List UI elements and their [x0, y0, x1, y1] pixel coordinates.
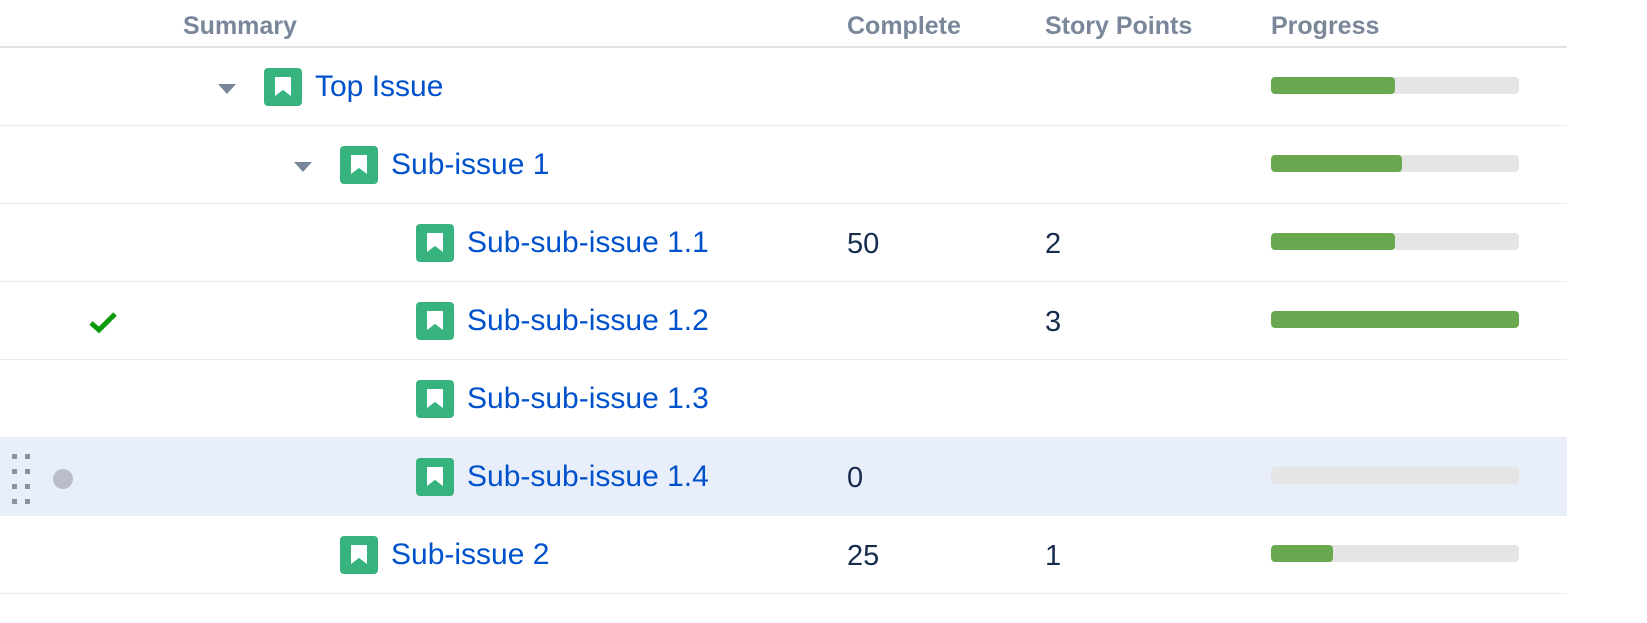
- table-row[interactable]: Sub-issue 2 25 1: [0, 516, 1567, 594]
- progress-bar: [1271, 77, 1519, 94]
- table-row[interactable]: Sub-sub-issue 1.4 0: [0, 438, 1567, 516]
- progress-fill: [1271, 155, 1403, 172]
- table-header: Summary Complete Story Points Progress: [0, 0, 1567, 48]
- issue-title-link[interactable]: Sub-sub-issue 1.1: [467, 226, 709, 259]
- story-bookmark-icon: [416, 224, 454, 262]
- issue-title-link[interactable]: Top Issue: [315, 70, 444, 103]
- done-check-icon: [89, 312, 117, 334]
- story-bookmark-icon: [416, 380, 454, 418]
- progress-bar: [1271, 155, 1519, 172]
- progress-fill: [1271, 311, 1519, 328]
- issue-title-link[interactable]: Sub-issue 1: [391, 148, 550, 181]
- progress-bar: [1271, 467, 1519, 484]
- table-row[interactable]: Sub-issue 1: [0, 126, 1567, 204]
- drag-handle-icon[interactable]: [12, 454, 32, 504]
- table-row[interactable]: Sub-sub-issue 1.1 50 2: [0, 204, 1567, 282]
- story-bookmark-icon: [416, 302, 454, 340]
- story-points-value: 3: [1045, 306, 1062, 338]
- issue-title-link[interactable]: Sub-sub-issue 1.4: [467, 460, 709, 493]
- complete-value: 0: [847, 462, 864, 494]
- column-header-story-points[interactable]: Story Points: [1045, 12, 1193, 40]
- issue-title-link[interactable]: Sub-issue 2: [391, 538, 550, 571]
- complete-value: 25: [847, 540, 880, 572]
- table-row[interactable]: Sub-sub-issue 1.2 3: [0, 282, 1567, 360]
- story-bookmark-icon: [340, 536, 378, 574]
- issue-title-link[interactable]: Sub-sub-issue 1.2: [467, 304, 709, 337]
- collapse-toggle-icon[interactable]: [294, 162, 312, 172]
- story-points-value: 2: [1045, 228, 1062, 260]
- progress-fill: [1271, 77, 1395, 94]
- table-row[interactable]: Top Issue: [0, 48, 1567, 126]
- column-header-complete[interactable]: Complete: [847, 12, 961, 40]
- collapse-toggle-icon[interactable]: [218, 84, 236, 94]
- issue-title-link[interactable]: Sub-sub-issue 1.3: [467, 382, 709, 415]
- column-header-summary[interactable]: Summary: [183, 12, 297, 40]
- progress-bar: [1271, 233, 1519, 250]
- pending-dot-icon: [53, 469, 73, 489]
- story-bookmark-icon: [416, 458, 454, 496]
- story-points-value: 1: [1045, 540, 1062, 572]
- progress-bar: [1271, 311, 1519, 328]
- progress-bar: [1271, 545, 1519, 562]
- column-header-progress[interactable]: Progress: [1271, 12, 1380, 40]
- progress-fill: [1271, 545, 1333, 562]
- story-bookmark-icon: [264, 68, 302, 106]
- progress-fill: [1271, 233, 1395, 250]
- story-bookmark-icon: [340, 146, 378, 184]
- table-row[interactable]: Sub-sub-issue 1.3: [0, 360, 1567, 438]
- complete-value: 50: [847, 228, 880, 260]
